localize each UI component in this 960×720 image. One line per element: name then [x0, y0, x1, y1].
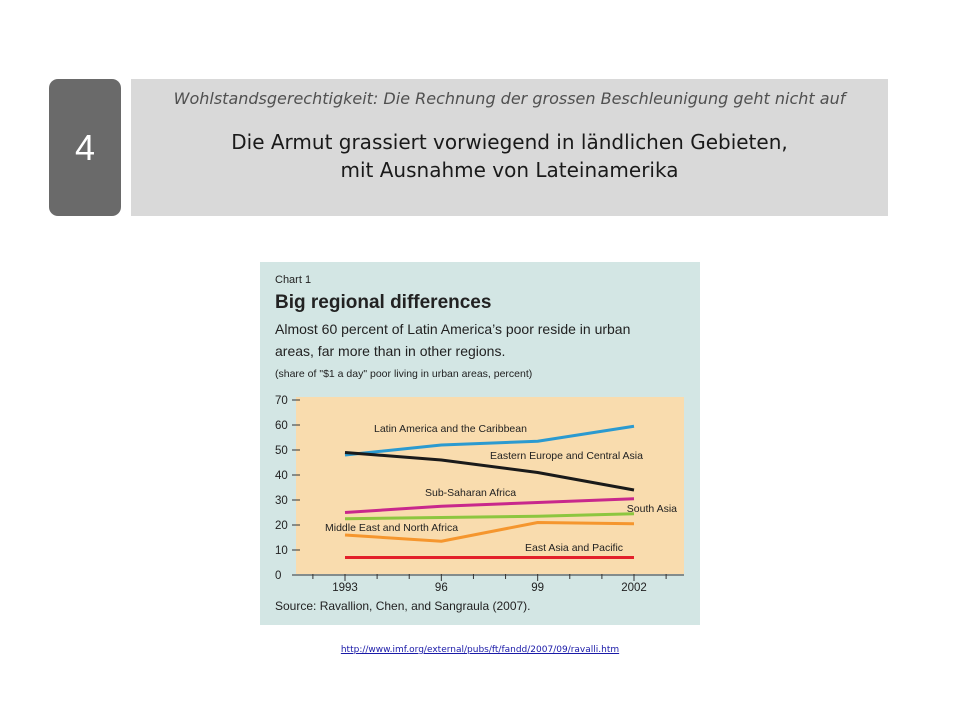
slide-title: Die Armut grassiert vorwiegend in ländli…: [131, 128, 888, 184]
chart-subtitle-line-1: Almost 60 percent of Latin America’s poo…: [275, 321, 630, 337]
y-tick-label: 40: [275, 470, 288, 482]
series-line-sub-saharan: [344, 497, 635, 514]
y-tick-label: 10: [275, 545, 288, 557]
x-tick-label: 2002: [621, 582, 647, 594]
slide-subtitle: Wohlstandsgerechtigkeit: Die Rechnung de…: [173, 89, 846, 108]
slide-number: 4: [74, 126, 96, 168]
y-tick-label: 30: [275, 495, 288, 507]
slide-title-line-2: mit Ausnahme von Lateinamerika: [340, 158, 679, 182]
series-line-latin-america: [344, 424, 635, 457]
chart-source: Source: Ravallion, Chen, and Sangraula (…: [275, 599, 531, 613]
series-line-middle-east: [344, 521, 635, 543]
slide-header: Wohlstandsgerechtigkeit: Die Rechnung de…: [131, 79, 888, 216]
series-label-sub-saharan: Sub-Saharan Africa: [425, 487, 516, 499]
x-tick-label: 99: [531, 582, 544, 594]
series-line-south-asia: [344, 512, 635, 521]
source-link[interactable]: http://www.imf.org/external/pubs/ft/fand…: [340, 645, 620, 655]
series-line-eastern-europe: [344, 451, 635, 492]
series-label-east-asia: East Asia and Pacific: [525, 542, 623, 554]
x-tick-label: 1993: [332, 582, 358, 594]
chart-label: Chart 1: [275, 274, 311, 286]
x-tick-label: 96: [435, 582, 448, 594]
chart-ylabel: (share of "$1 a day" poor living in urba…: [275, 368, 532, 380]
chart-subtitle-line-2: areas, far more than in other regions.: [275, 343, 505, 359]
series-label-south-asia: South Asia: [627, 503, 677, 515]
plot-area: [296, 397, 684, 574]
chart-title: Big regional differences: [275, 292, 491, 313]
series-label-latin-america: Latin America and the Caribbean: [374, 423, 527, 435]
series-label-eastern-europe: Eastern Europe and Central Asia: [490, 450, 643, 462]
y-tick-label: 50: [275, 445, 288, 457]
chart-figure: Chart 1 Big regional differences Almost …: [260, 262, 700, 625]
slide-title-line-1: Die Armut grassiert vorwiegend in ländli…: [231, 130, 788, 154]
slide-number-badge: 4: [49, 79, 121, 216]
y-tick-label: 20: [275, 520, 288, 532]
series-label-middle-east: Middle East and North Africa: [325, 522, 458, 534]
chart-svg: Chart 1 Big regional differences Almost …: [275, 274, 684, 613]
y-tick-label: 0: [275, 570, 281, 582]
y-tick-label: 60: [275, 420, 288, 432]
y-tick-label: 70: [275, 395, 288, 407]
